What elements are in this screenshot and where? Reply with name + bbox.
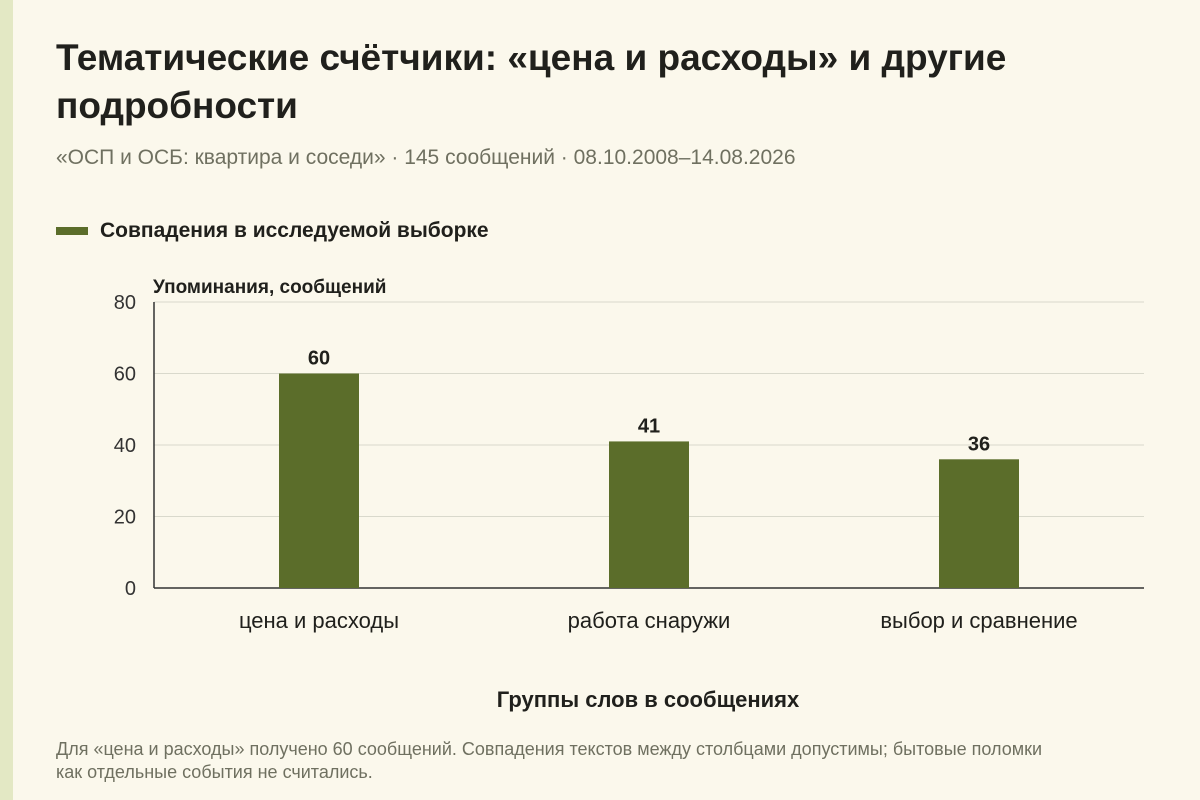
y-tick-label: 20: [114, 507, 136, 529]
y-tick-label: 0: [125, 578, 136, 600]
footnote: Для «цена и расходы» получено 60 сообщен…: [56, 739, 1043, 782]
legend-swatch: [56, 227, 88, 235]
bar-value-label: 60: [308, 348, 330, 370]
y-axis-label: Упоминания, сообщений: [153, 277, 386, 298]
bar-value-label: 36: [968, 433, 990, 455]
legend-label: Совпадения в исследуемой выборке: [100, 219, 489, 242]
page-title: Тематические счётчики: «цена и расходы» …: [56, 37, 1007, 126]
x-tick-label: работа снаружи: [568, 608, 731, 633]
x-axis-label: Группы слов в сообщениях: [497, 687, 800, 712]
y-tick-label: 60: [114, 364, 136, 386]
y-tick-label: 80: [114, 292, 136, 314]
page-subtitle: «ОСП и ОСБ: квартира и соседи» · 145 соо…: [56, 146, 796, 169]
x-tick-label: выбор и сравнение: [880, 608, 1077, 633]
chart-legend: Совпадения в исследуемой выборке: [56, 219, 489, 243]
bar-value-label: 41: [638, 415, 660, 437]
y-tick-label: 40: [114, 435, 136, 457]
x-tick-label: цена и расходы: [239, 608, 399, 633]
bar: [279, 373, 359, 588]
left-accent-stripe: [0, 0, 13, 800]
bar: [939, 459, 1019, 588]
bar-chart: 0 20 40 60 80 60 цена и расходы 41 работа снаруж…: [114, 277, 1144, 712]
bar: [609, 441, 689, 588]
